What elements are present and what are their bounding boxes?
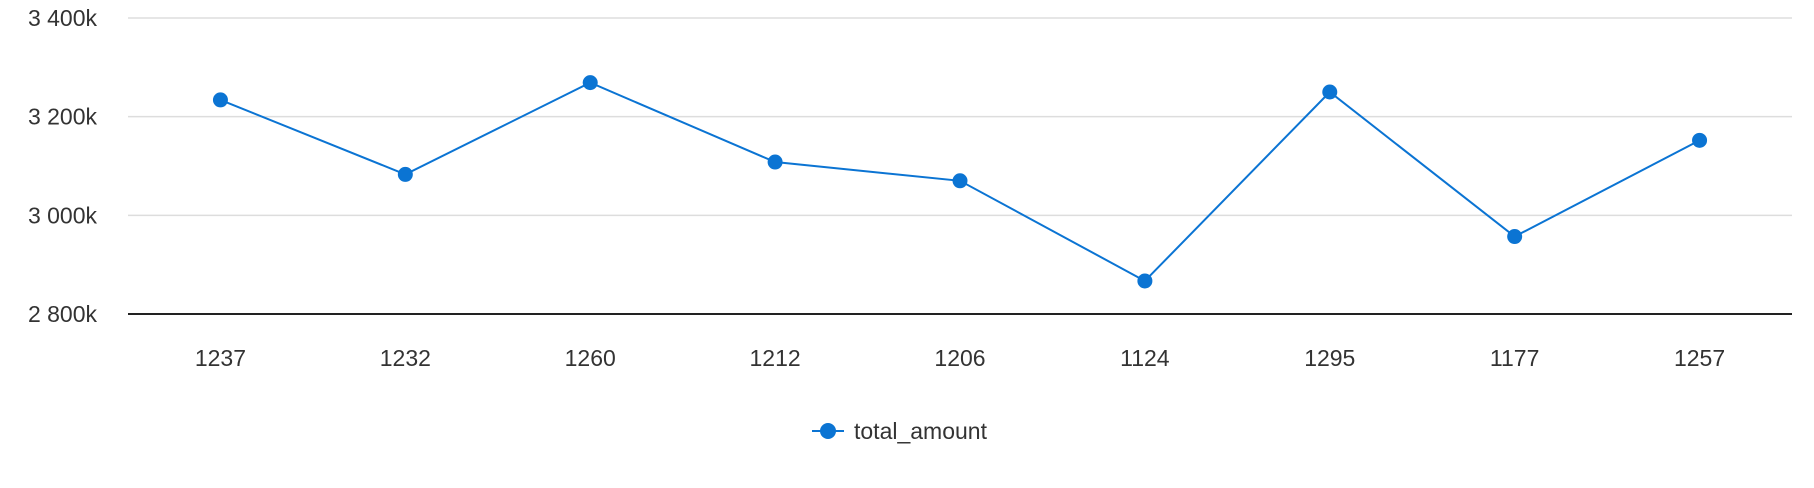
data-point[interactable]: [767, 154, 783, 170]
x-tick-label: 1260: [565, 345, 616, 371]
gridlines: [128, 17, 1792, 217]
data-point[interactable]: [1137, 273, 1153, 289]
x-tick-label: 1177: [1490, 345, 1539, 371]
x-axis-tick-labels: 1237 1232 1260 1212 1206 1124 1295 1177 1257: [195, 345, 1725, 371]
data-point[interactable]: [397, 166, 413, 182]
series-total-amount: [212, 75, 1708, 289]
x-tick-label: 1295: [1304, 345, 1355, 371]
data-point[interactable]: [1507, 229, 1523, 245]
y-tick-label: 3 200k: [28, 104, 98, 130]
legend[interactable]: total_amount: [812, 418, 988, 444]
y-axis-tick-labels: 2 800k 3 000k 3 200k 3 400k: [28, 5, 98, 327]
x-tick-label: 1237: [195, 345, 246, 371]
x-tick-label: 1124: [1120, 345, 1170, 371]
x-tick-label: 1212: [750, 345, 801, 371]
legend-label: total_amount: [854, 418, 988, 444]
y-tick-label: 2 800k: [28, 301, 98, 327]
legend-dot-marker: [820, 423, 836, 439]
data-point[interactable]: [212, 92, 228, 108]
x-tick-label: 1206: [934, 345, 985, 371]
data-point[interactable]: [582, 75, 598, 91]
y-tick-label: 3 000k: [28, 202, 98, 228]
x-tick-label: 1257: [1674, 345, 1725, 371]
y-tick-label: 3 400k: [28, 5, 98, 31]
x-tick-label: 1232: [380, 345, 431, 371]
data-point[interactable]: [1692, 132, 1708, 148]
data-point[interactable]: [952, 173, 968, 189]
data-point[interactable]: [1322, 84, 1338, 100]
